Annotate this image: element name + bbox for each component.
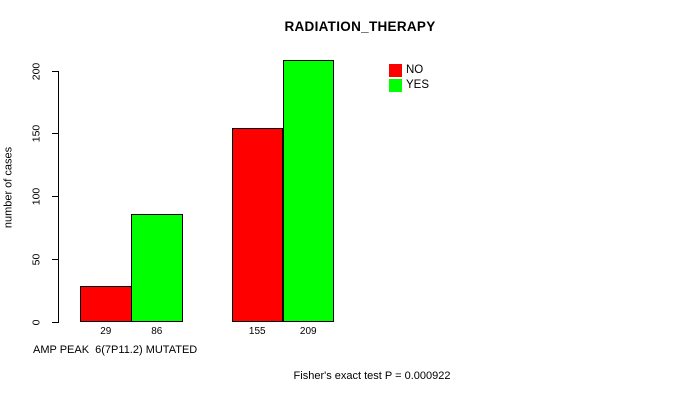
bar-no-group1 — [80, 286, 132, 323]
legend-label: NO — [406, 64, 424, 76]
y-tick — [52, 259, 59, 261]
bar-value-label: 86 — [151, 326, 163, 337]
y-tick-label: 200 — [30, 62, 43, 80]
y-axis-title: number of cases — [2, 146, 15, 229]
bar-value-label: 209 — [299, 326, 317, 337]
legend: NO YES — [389, 64, 429, 94]
bar-yes-group2 — [282, 59, 334, 323]
legend-label: YES — [406, 79, 430, 91]
y-tick-label: 0 — [30, 319, 43, 326]
y-tick-label: 150 — [30, 125, 43, 143]
legend-item-no: NO — [389, 64, 429, 77]
bar-value-label: 29 — [100, 326, 112, 337]
bar-value-label: 155 — [248, 326, 266, 337]
y-tick — [52, 322, 59, 323]
y-tick — [52, 133, 59, 135]
annotation-fisher-test: Fisher's exact test P = 0.000922 — [293, 370, 451, 382]
x-axis-title: AMP PEAK 6(7P11.2) MUTATED — [33, 344, 198, 356]
bar-yes-group1 — [131, 214, 183, 323]
y-tick — [52, 70, 59, 72]
chart-title: RADIATION_THERAPY — [284, 19, 436, 34]
bar-no-group2 — [231, 127, 283, 323]
y-tick-label: 100 — [30, 187, 43, 206]
legend-item-yes: YES — [389, 79, 429, 92]
y-tick-label: 50 — [30, 253, 43, 266]
legend-swatch-no — [389, 64, 402, 77]
legend-swatch-yes — [389, 79, 402, 92]
y-tick — [52, 196, 59, 198]
